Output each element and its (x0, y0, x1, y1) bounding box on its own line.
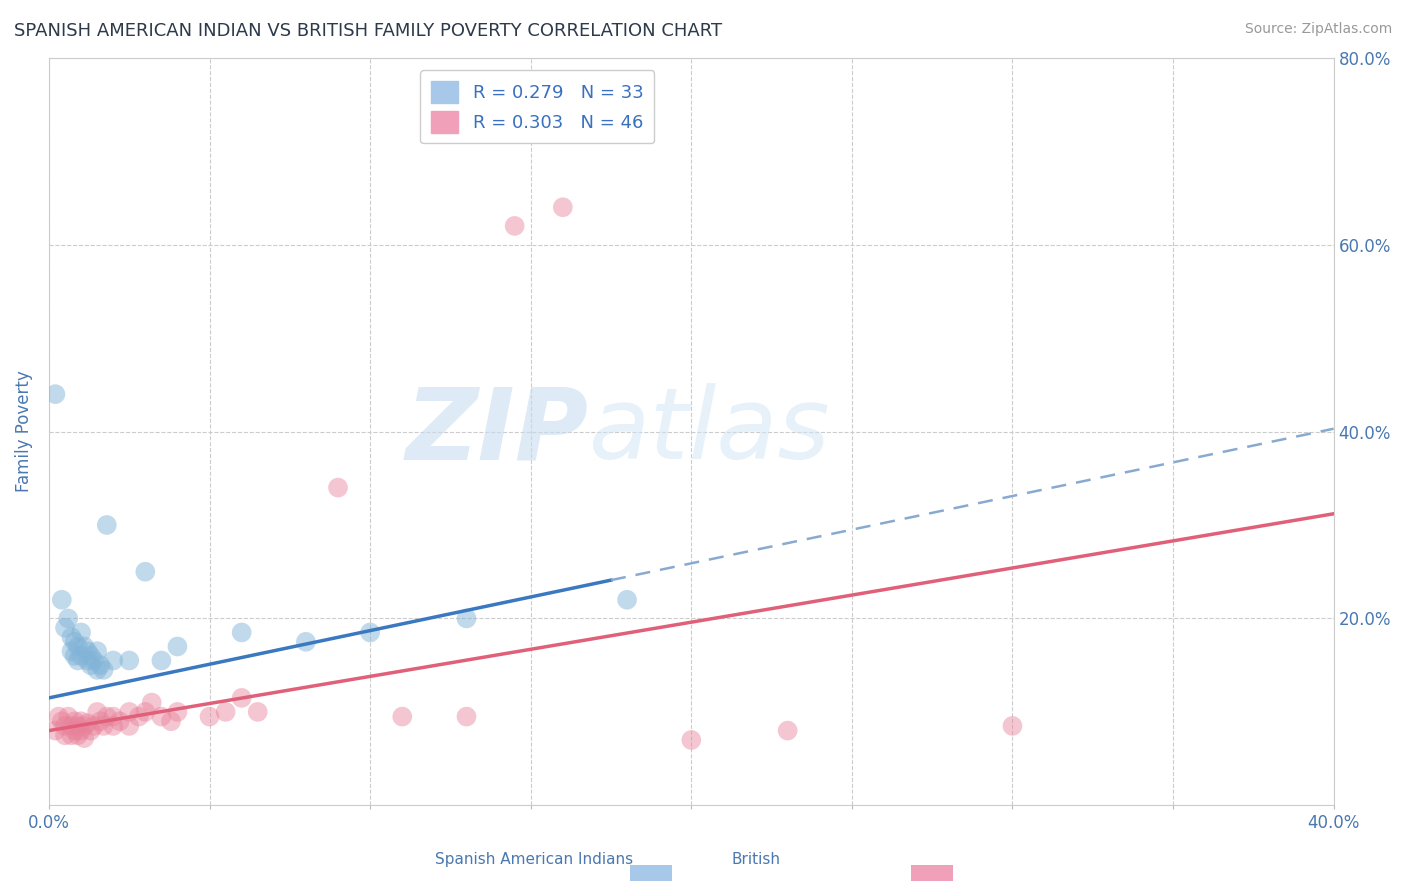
Point (1001, 719, 1024, 733)
Point (60, 644, 83, 658)
Y-axis label: Family Poverty: Family Poverty (15, 371, 32, 492)
Point (70, 625, 93, 640)
Point (86, 705, 108, 719)
Point (150, 709, 173, 723)
Point (503, 219, 526, 233)
Point (58, 611, 80, 625)
Point (83, 653, 105, 667)
Point (80, 658, 103, 673)
Point (103, 709, 125, 723)
Point (295, 635, 318, 649)
Text: Spanish American Indians: Spanish American Indians (434, 852, 633, 867)
Point (60, 728, 83, 742)
Point (326, 481, 349, 495)
Text: British: British (731, 852, 780, 867)
Point (391, 709, 413, 723)
Point (359, 625, 381, 640)
Text: atlas: atlas (589, 383, 830, 480)
Point (63, 723, 86, 738)
Point (60, 719, 83, 733)
Point (63, 714, 86, 729)
Point (86, 663, 108, 677)
Point (616, 592, 638, 607)
Point (103, 653, 125, 667)
Point (96, 518, 118, 533)
Point (118, 653, 141, 667)
Point (73, 719, 96, 733)
Text: ZIP: ZIP (405, 383, 589, 480)
Point (53, 621, 76, 635)
Point (118, 705, 141, 719)
Point (141, 696, 163, 710)
Point (44, 723, 66, 738)
Point (48, 709, 70, 723)
Text: SPANISH AMERICAN INDIAN VS BRITISH FAMILY POVERTY CORRELATION CHART: SPANISH AMERICAN INDIAN VS BRITISH FAMIL… (14, 22, 723, 40)
Point (51, 592, 73, 607)
Point (108, 714, 131, 729)
Point (73, 731, 96, 745)
Legend: R = 0.279   N = 33, R = 0.303   N = 46: R = 0.279 N = 33, R = 0.303 N = 46 (420, 70, 654, 144)
Point (776, 723, 799, 738)
Point (66, 640, 89, 654)
Point (73, 640, 96, 654)
Point (89, 658, 111, 673)
Point (150, 653, 173, 667)
Point (246, 705, 269, 719)
Point (80, 723, 103, 738)
Point (128, 709, 150, 723)
Point (166, 705, 188, 719)
Point (66, 728, 89, 742)
Point (96, 709, 118, 723)
Point (66, 653, 89, 667)
Point (44, 387, 66, 401)
Point (93, 663, 115, 677)
Point (60, 630, 83, 644)
Point (231, 690, 253, 705)
Point (53, 728, 76, 742)
Point (681, 733, 703, 747)
Point (63, 635, 86, 649)
Text: Source: ZipAtlas.com: Source: ZipAtlas.com (1244, 22, 1392, 37)
Point (70, 648, 93, 663)
Point (70, 723, 93, 738)
Point (103, 719, 125, 733)
Point (231, 625, 253, 640)
Point (66, 719, 89, 733)
Point (63, 648, 86, 663)
Point (456, 709, 478, 723)
Point (198, 709, 221, 723)
Point (89, 714, 111, 729)
Point (76, 716, 98, 731)
Point (51, 714, 73, 729)
Point (118, 719, 141, 733)
Point (76, 653, 98, 667)
Point (160, 714, 183, 729)
Point (83, 719, 105, 733)
Point (214, 705, 236, 719)
Point (166, 640, 188, 654)
Point (58, 709, 80, 723)
Point (80, 648, 103, 663)
Point (53, 719, 76, 733)
Point (551, 200, 574, 214)
Point (134, 565, 156, 579)
Point (93, 719, 115, 733)
Point (456, 611, 478, 625)
Point (76, 644, 98, 658)
Point (86, 644, 108, 658)
Point (134, 705, 156, 719)
Point (70, 714, 93, 729)
